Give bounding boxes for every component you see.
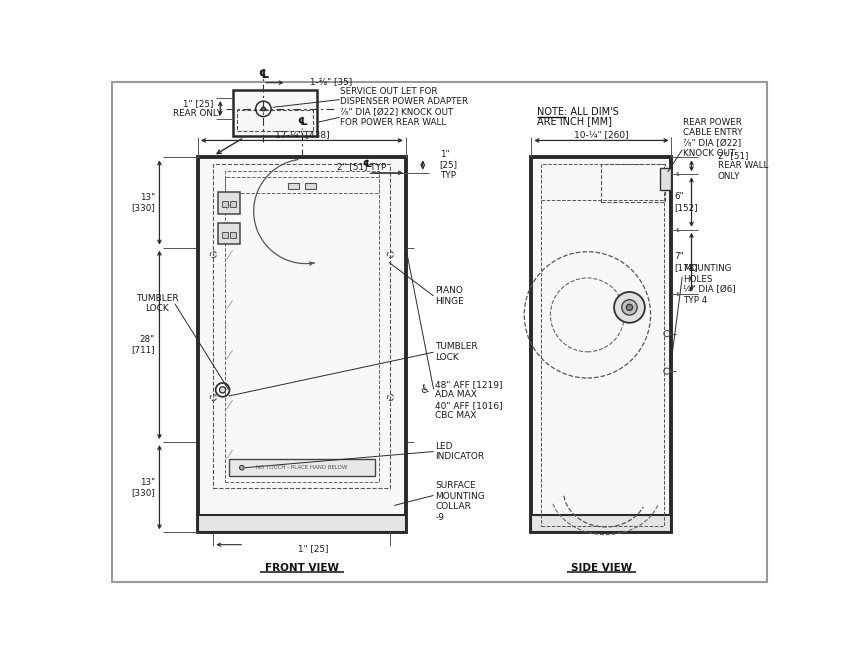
Circle shape (220, 387, 226, 393)
Bar (660, 168, 671, 190)
Text: 1"
[25]
TYP: 1" [25] TYP (439, 150, 458, 180)
Text: ARE INCH [MM]: ARE INCH [MM] (537, 116, 612, 125)
Text: REAR POWER
CABLE ENTRY
⁷⁄₈" DIA [Ø22]
KNOCK OUT: REAR POWER CABLE ENTRY ⁷⁄₈" DIA [Ø22] KN… (683, 118, 743, 158)
Bar (198, 516, 406, 532)
Bar (222, 232, 228, 238)
Text: ⁷⁄₈" DIA [Ø22] KNOCK OUT
FOR POWER REAR WALL: ⁷⁄₈" DIA [Ø22] KNOCK OUT FOR POWER REAR … (341, 108, 454, 127)
Text: 10-¼" [260]: 10-¼" [260] (574, 131, 629, 139)
Circle shape (622, 300, 637, 315)
Text: TUMBLER
LOCK: TUMBLER LOCK (435, 342, 478, 362)
Text: 1-⅜" [35]: 1-⅜" [35] (310, 77, 352, 85)
Text: 48" AFF [1219]
ADA MAX
40" AFF [1016]
CBC MAX: 48" AFF [1219] ADA MAX 40" AFF [1016] CB… (435, 380, 503, 420)
Text: 7"
[178]: 7" [178] (674, 252, 698, 272)
Text: NO TOUCH - PLACE HAND BELOW: NO TOUCH - PLACE HAND BELOW (257, 465, 347, 470)
Bar (288, 183, 299, 189)
Text: ♿: ♿ (419, 382, 430, 396)
Bar (305, 183, 316, 189)
Text: 6"
[152]: 6" [152] (674, 193, 698, 212)
Circle shape (239, 465, 245, 470)
Bar (531, 516, 672, 532)
Text: MOUNTING
HOLES
¼" DIA [Ø6]
TYP 4: MOUNTING HOLES ¼" DIA [Ø6] TYP 4 (683, 264, 736, 305)
Text: ℄: ℄ (297, 117, 307, 127)
Bar (229, 201, 236, 208)
Bar (601, 164, 665, 202)
Bar (229, 459, 375, 476)
Text: PIANO
HINGE: PIANO HINGE (435, 286, 464, 306)
Bar (214, 164, 390, 489)
Text: LED
INDICATOR: LED INDICATOR (435, 442, 484, 461)
Text: 28"
[711]: 28" [711] (131, 335, 154, 355)
Text: TUMBLER
LOCK: TUMBLER LOCK (136, 294, 178, 313)
Circle shape (614, 292, 645, 323)
Bar (531, 158, 672, 532)
Text: 1" [25]: 1" [25] (299, 544, 329, 553)
Bar (222, 201, 228, 208)
Text: FRONT VIEW: FRONT VIEW (265, 563, 339, 573)
Text: 13"
[330]: 13" [330] (131, 193, 154, 212)
Text: ℄: ℄ (363, 158, 372, 169)
Text: SURFACE
MOUNTING
COLLAR
-9: SURFACE MOUNTING COLLAR -9 (435, 482, 485, 522)
Bar (218, 223, 239, 244)
Text: ε: ε (676, 171, 680, 177)
Bar (225, 177, 379, 193)
Text: SERVICE OUT LET FOR
DISPENSER POWER ADAPTER: SERVICE OUT LET FOR DISPENSER POWER ADAP… (341, 87, 468, 106)
Text: 13"
[330]: 13" [330] (131, 478, 154, 497)
Bar (237, 110, 312, 131)
Bar (541, 164, 664, 526)
Text: 2" [51] TYP: 2" [51] TYP (336, 162, 386, 171)
Text: 17-¼" [438]: 17-¼" [438] (275, 131, 329, 139)
Text: SIDE VIEW: SIDE VIEW (571, 563, 632, 573)
Bar (229, 232, 236, 238)
Bar (198, 158, 406, 532)
Circle shape (626, 304, 632, 311)
Text: ε: ε (676, 227, 680, 233)
Circle shape (262, 107, 265, 111)
Bar (218, 192, 239, 214)
Text: NOTE: ALL DIM'S: NOTE: ALL DIM'S (537, 107, 619, 118)
Text: 2" [51]
REAR WALL
ONLY: 2" [51] REAR WALL ONLY (717, 151, 768, 181)
Text: ℄: ℄ (258, 68, 269, 81)
Bar (233, 91, 317, 136)
Bar (225, 171, 379, 482)
Text: ε: ε (676, 292, 680, 298)
Text: 1" [25]
REAR ONLY: 1" [25] REAR ONLY (173, 99, 222, 118)
